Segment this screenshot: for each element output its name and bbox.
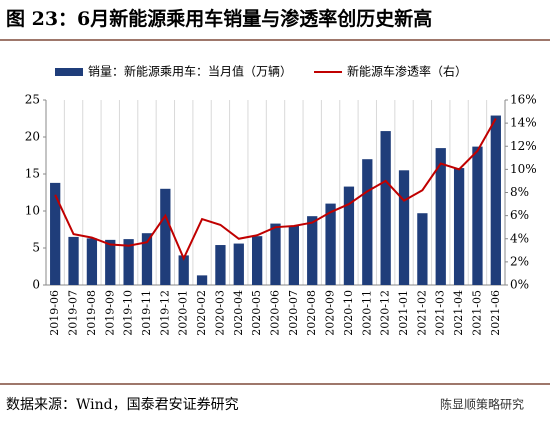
x-tick-label: 2020-06 [269, 290, 282, 336]
y2-tick-label: 6% [510, 208, 529, 222]
y2-tick-label: 10% [510, 162, 537, 176]
y2-tick-label: 12% [510, 139, 537, 153]
x-tick-label: 2019-07 [67, 290, 80, 336]
x-tick-label: 2020-04 [232, 290, 245, 336]
x-tick-label: 2020-03 [213, 290, 226, 336]
bar [288, 225, 300, 285]
bar [123, 239, 134, 285]
bar [86, 238, 98, 285]
bar [380, 131, 391, 285]
bar [453, 168, 465, 285]
bar [196, 275, 208, 285]
x-tick-label: 2019-08 [85, 290, 98, 336]
bar [215, 245, 226, 285]
x-tick-label: 2021-05 [470, 290, 483, 336]
y2-tick-label: 2% [510, 254, 529, 268]
legend-swatch [55, 68, 83, 76]
x-tick-label: 2019-06 [48, 290, 61, 336]
y2-tick-label: 16% [510, 93, 537, 107]
x-tick-label: 2021-01 [397, 290, 410, 336]
bar [435, 148, 446, 285]
x-tick-label: 2020-02 [195, 290, 208, 336]
y-tick-label: 10 [25, 204, 40, 218]
x-tick-label: 2021-06 [489, 290, 502, 336]
y2-tick-label: 14% [510, 116, 537, 130]
x-tick-label: 2020-05 [250, 290, 263, 336]
y-tick-label: 15 [25, 167, 40, 181]
x-tick-label: 2020-01 [177, 290, 190, 336]
x-tick-label: 2020-08 [305, 290, 318, 336]
bar [472, 146, 483, 285]
bar [105, 239, 116, 285]
bar [417, 213, 428, 285]
bar [233, 243, 244, 285]
bar [270, 223, 281, 285]
y-tick-label: 5 [32, 241, 40, 255]
x-tick-label: 2020-10 [342, 290, 355, 336]
watermark: 陈显顺策略研究 [440, 397, 524, 412]
bar [343, 186, 355, 285]
bar [68, 236, 79, 285]
x-tick-label: 2019-12 [158, 290, 171, 336]
x-tick-label: 2020-11 [360, 290, 373, 336]
y-tick-label: 20 [25, 130, 40, 144]
source: 数据来源：Wind，国泰君安证券研究 [6, 397, 239, 413]
bar [50, 182, 61, 285]
x-tick-label: 2019-10 [122, 290, 135, 336]
bar [307, 216, 318, 285]
x-tick-label: 2021-04 [452, 290, 465, 336]
bar [398, 170, 410, 285]
bar [251, 236, 263, 285]
x-tick-label: 2021-03 [434, 290, 447, 336]
x-tick-label: 2019-09 [103, 290, 116, 336]
line [54, 118, 497, 261]
y2-tick-label: 4% [510, 231, 529, 245]
y-tick-label: 25 [25, 93, 40, 107]
bar [178, 255, 189, 285]
bar [362, 159, 373, 285]
x-tick-label: 2019-11 [140, 290, 153, 336]
y2-tick-label: 0% [510, 278, 529, 292]
legend-label: 销量：新能源乘用车：当月值（万辆） [88, 64, 292, 79]
bar [490, 115, 501, 285]
x-tick-label: 2020-09 [324, 290, 337, 336]
legend-label: 新能源车渗透率（右） [347, 64, 467, 79]
x-tick-label: 2020-07 [287, 290, 300, 336]
x-tick-label: 2020-12 [379, 290, 392, 336]
bar [325, 203, 336, 285]
x-tick-label: 2021-02 [415, 290, 428, 336]
y2-tick-label: 8% [510, 185, 529, 199]
bar [160, 188, 171, 285]
bar [141, 233, 153, 285]
chart-title: 图 23：6月新能源乘用车销量与渗透率创历史新高 [6, 7, 432, 30]
y-tick-label: 0 [32, 278, 40, 292]
